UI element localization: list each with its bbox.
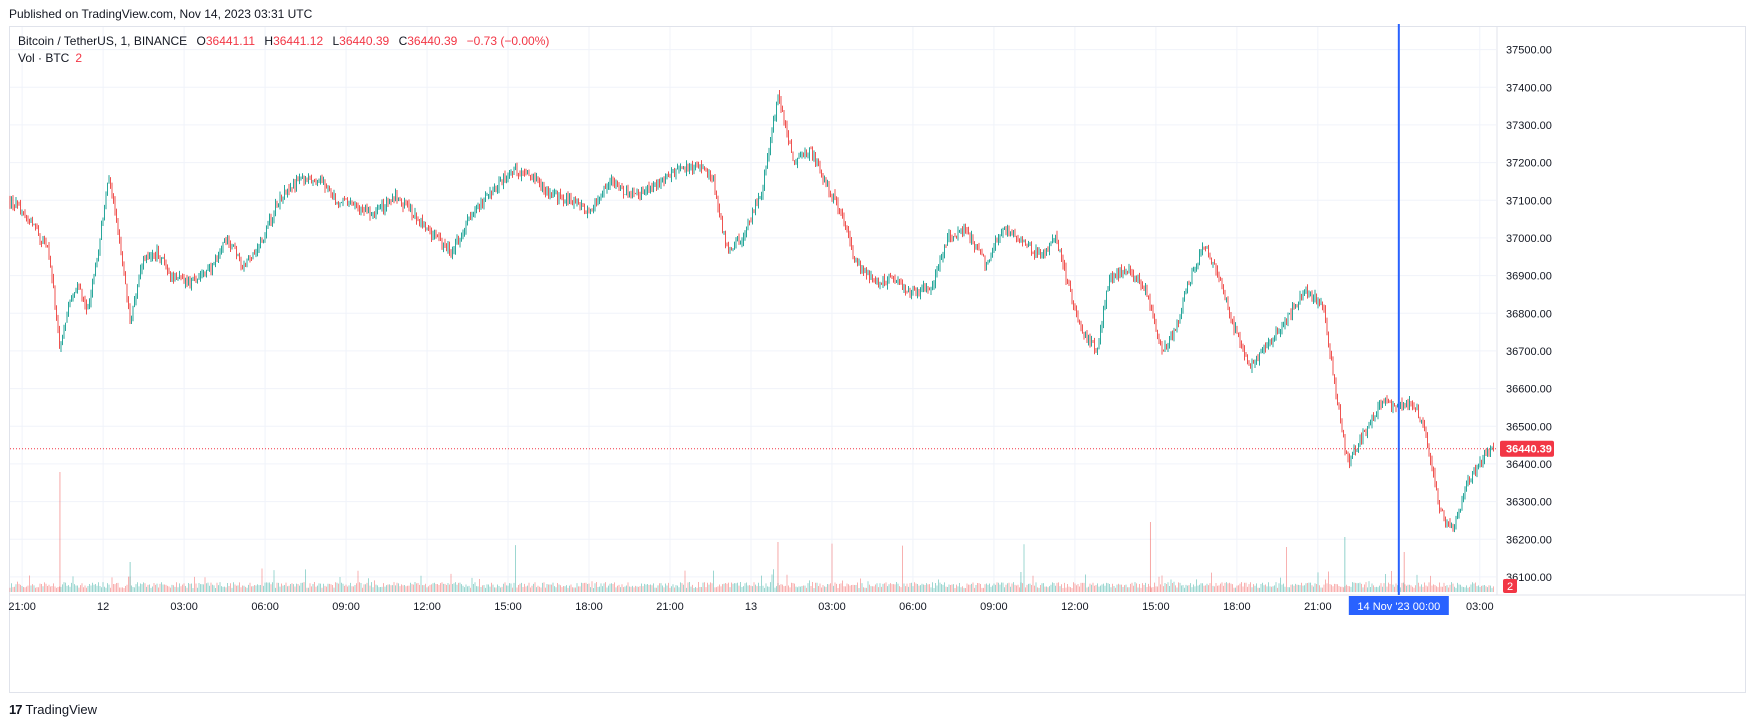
high-label: H [264, 34, 274, 48]
price-tick-label: 36300.00 [1506, 497, 1552, 509]
last-price-label: 36440.39 [1506, 444, 1552, 456]
close-value: 36440.39 [407, 34, 458, 48]
time-tick-label: 18:00 [1223, 601, 1251, 613]
high-value: 36441.12 [273, 34, 324, 48]
time-tick-label: 13 [745, 601, 757, 613]
volume-badge [1503, 579, 1517, 593]
time-tick-label: 09:00 [980, 601, 1008, 613]
price-tick-label: 37400.00 [1506, 82, 1552, 94]
ohlc-legend: Bitcoin / TetherUS, 1, BINANCE O36441.11… [18, 34, 549, 48]
price-tick-label: 36700.00 [1506, 346, 1552, 358]
published-note: Published on TradingView.com, Nov 14, 20… [9, 7, 313, 21]
open-value: 36441.11 [205, 34, 256, 48]
close-label: C [398, 34, 408, 48]
time-tick-label: 03:00 [818, 601, 846, 613]
chart-frame [9, 26, 1746, 693]
time-tick-label: 12:00 [1061, 601, 1089, 613]
time-tick-label: 15:00 [494, 601, 522, 613]
time-tick-label: 21:00 [656, 601, 684, 613]
time-tick-label: 12 [97, 601, 109, 613]
low-value: 36440.39 [339, 34, 390, 48]
last-price-badge [1500, 440, 1554, 457]
price-tick-label: 36200.00 [1506, 534, 1552, 546]
time-tick-label: 09:00 [332, 601, 360, 613]
time-tick-label: 03:00 [1466, 601, 1494, 613]
crosshair-time-label: 14 Nov '23 00:00 [1357, 601, 1440, 613]
grid-lines [10, 27, 1496, 592]
price-tick-label: 37100.00 [1506, 195, 1552, 207]
tradingview-logo-icon: 17 [9, 702, 23, 717]
time-tick-label: 03:00 [170, 601, 198, 613]
change-value: −0.73 (−0.00%) [466, 34, 550, 48]
open-label: O [196, 34, 206, 48]
price-tick-label: 37300.00 [1506, 120, 1552, 132]
time-tick-label: 21:00 [8, 601, 36, 613]
time-tick-label: 06:00 [251, 601, 279, 613]
price-tick-label: 37200.00 [1506, 158, 1552, 170]
volume-bars [9, 472, 1494, 592]
low-label: L [332, 34, 340, 48]
price-tick-label: 37500.00 [1506, 45, 1552, 57]
volume-badge-label: 2 [1507, 581, 1513, 593]
price-tick-label: 36400.00 [1506, 459, 1552, 471]
volume-legend: Vol · BTC 2 [18, 51, 82, 65]
time-tick-label: 21:00 [1304, 601, 1332, 613]
tradingview-brand: TradingView [25, 702, 98, 717]
price-axis: 37500.00 37400.00 37300.00 37200.00 37100.00… [1506, 45, 1552, 584]
price-tick-label: 37000.00 [1506, 233, 1552, 245]
time-tick-label: 15:00 [1142, 601, 1170, 613]
price-tick-label: 36500.00 [1506, 421, 1552, 433]
volume-label[interactable]: Vol · BTC [18, 51, 70, 65]
time-axis: 21:00 12 03:00 06:00 09:00 12:00 15:00 18:00 21:… [8, 601, 1493, 613]
price-tick-label: 36600.00 [1506, 384, 1552, 396]
time-tick-label: 18:00 [575, 601, 603, 613]
volume-value: 2 [75, 51, 83, 65]
time-tick-label: 06:00 [899, 601, 927, 613]
symbol-label[interactable]: Bitcoin / TetherUS, 1, BINANCE [18, 34, 188, 48]
price-tick-label: 36800.00 [1506, 308, 1552, 320]
price-tick-label: 36100.00 [1506, 572, 1552, 584]
candles [9, 90, 1494, 533]
crosshair-time-badge [1348, 596, 1449, 615]
time-tick-label: 12:00 [413, 601, 441, 613]
footer-branding[interactable]: 17 TradingView [9, 702, 97, 717]
price-tick-label: 36900.00 [1506, 271, 1552, 283]
